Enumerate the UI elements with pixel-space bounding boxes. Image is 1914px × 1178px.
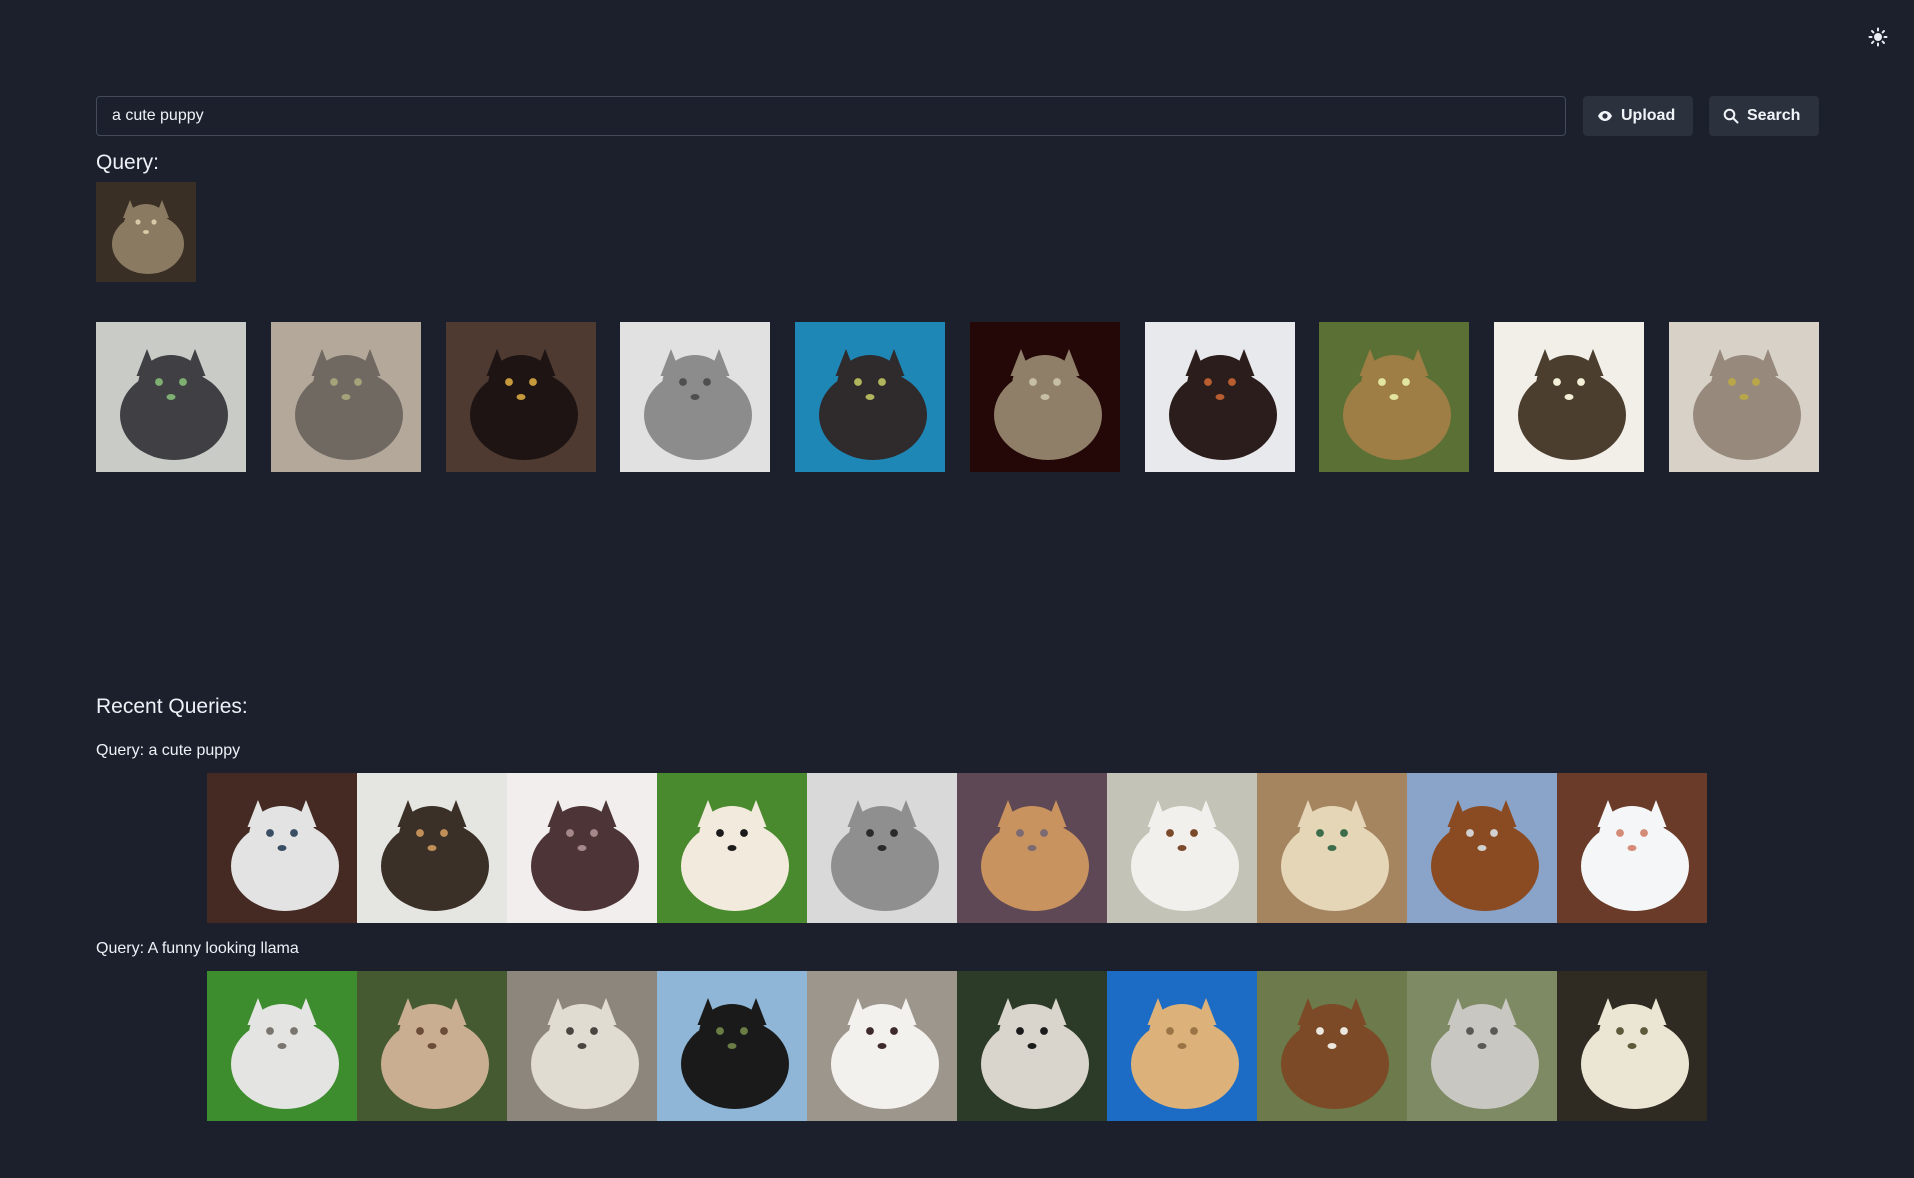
recent-result-image[interactable] bbox=[657, 971, 807, 1121]
recent-result-image[interactable] bbox=[507, 773, 657, 923]
result-image[interactable] bbox=[1319, 322, 1469, 472]
recent-result-image[interactable] bbox=[207, 971, 357, 1121]
recent-query-row bbox=[207, 773, 1707, 923]
result-image[interactable] bbox=[271, 322, 421, 472]
recent-query-label: Query: a cute puppy bbox=[96, 742, 241, 759]
result-image[interactable] bbox=[620, 322, 770, 472]
recent-result-image[interactable] bbox=[1257, 971, 1407, 1121]
recent-result-image[interactable] bbox=[1557, 971, 1707, 1121]
search-input[interactable] bbox=[96, 96, 1566, 136]
magnifier-icon bbox=[1723, 108, 1739, 124]
results-grid bbox=[96, 322, 1819, 472]
recent-result-image[interactable] bbox=[1557, 773, 1707, 923]
recent-result-image[interactable] bbox=[507, 971, 657, 1121]
recent-result-image[interactable] bbox=[1257, 773, 1407, 923]
query-image-picture bbox=[96, 182, 196, 282]
upload-button[interactable]: Upload bbox=[1583, 96, 1693, 136]
eye-icon bbox=[1598, 111, 1612, 121]
recent-result-image[interactable] bbox=[1407, 773, 1557, 923]
result-image[interactable] bbox=[970, 322, 1120, 472]
result-image[interactable] bbox=[446, 322, 596, 472]
recent-result-image[interactable] bbox=[357, 971, 507, 1121]
theme-toggle-button[interactable] bbox=[1864, 23, 1892, 51]
result-image[interactable] bbox=[1669, 322, 1819, 472]
result-image[interactable] bbox=[96, 322, 246, 472]
query-image bbox=[96, 182, 196, 282]
recent-result-image[interactable] bbox=[657, 773, 807, 923]
result-image[interactable] bbox=[1494, 322, 1644, 472]
search-button-label: Search bbox=[1747, 107, 1801, 124]
recent-result-image[interactable] bbox=[807, 971, 957, 1121]
result-image[interactable] bbox=[795, 322, 945, 472]
recent-query-row bbox=[207, 971, 1707, 1121]
recent-result-image[interactable] bbox=[1107, 971, 1257, 1121]
upload-button-label: Upload bbox=[1621, 107, 1676, 124]
recent-result-image[interactable] bbox=[957, 773, 1107, 923]
recent-result-image[interactable] bbox=[957, 971, 1107, 1121]
result-image[interactable] bbox=[1145, 322, 1295, 472]
query-heading: Query: bbox=[96, 151, 160, 174]
recent-queries-heading: Recent Queries: bbox=[96, 695, 248, 718]
recent-result-image[interactable] bbox=[1107, 773, 1257, 923]
recent-result-image[interactable] bbox=[357, 773, 507, 923]
recent-query-label: Query: A funny looking llama bbox=[96, 940, 299, 957]
recent-result-image[interactable] bbox=[207, 773, 357, 923]
sun-icon bbox=[1868, 27, 1888, 47]
recent-result-image[interactable] bbox=[1407, 971, 1557, 1121]
search-button[interactable]: Search bbox=[1709, 96, 1819, 136]
recent-result-image[interactable] bbox=[807, 773, 957, 923]
